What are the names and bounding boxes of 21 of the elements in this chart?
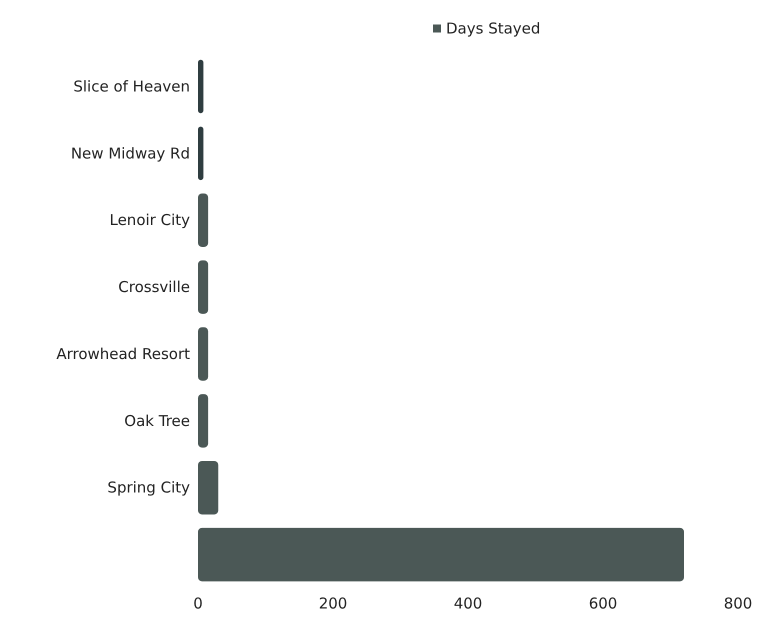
y-tick-label: Slice of Heaven <box>73 77 190 96</box>
bar <box>198 260 208 314</box>
y-tick-label: Lenoir City <box>109 211 190 230</box>
y-tick-label: Crossville <box>118 278 190 296</box>
bar <box>198 327 208 381</box>
x-tick-label: 200 <box>318 594 348 612</box>
bar <box>198 193 208 247</box>
bar <box>198 460 218 514</box>
y-tick-label: Arrowhead Resort <box>56 344 190 363</box>
x-tick-label: 0 <box>193 594 203 612</box>
bar <box>198 394 208 448</box>
y-tick-label: Spring City <box>107 478 190 497</box>
x-tick-label: 400 <box>454 594 482 612</box>
y-tick-label: Oak Tree <box>124 412 190 430</box>
bar <box>198 528 684 582</box>
x-tick-label: 600 <box>588 594 618 612</box>
legend-label: Days Stayed <box>446 20 540 38</box>
y-tick-label: New Midway Rd <box>70 144 190 162</box>
x-tick-label: 800 <box>724 594 752 612</box>
bar <box>198 60 204 114</box>
bar <box>198 126 204 180</box>
